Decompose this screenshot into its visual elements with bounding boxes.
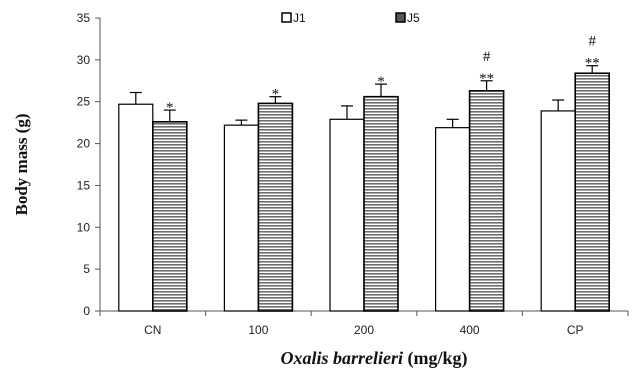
axes: 0 5 10 15 20 25 30 35 CN 100 200 400 CP [77, 11, 629, 337]
legend-label-j5: J5 [407, 11, 420, 25]
x-axis-label-units: (mg/kg) [403, 348, 468, 369]
y-tick-label: 15 [77, 178, 91, 192]
x-axis-label-italic: Oxalis barrelieri [280, 348, 403, 368]
bar-j1 [329, 118, 365, 312]
y-tick-label: 35 [77, 11, 91, 25]
bar-j5 [257, 102, 294, 312]
bar-j5 [152, 121, 188, 312]
y-axis-label: Body mass (g) [12, 113, 31, 215]
labels: *** **# **#Body mass (g)Oxalis barrelieri … [12, 34, 600, 369]
y-tick-label: 20 [77, 137, 91, 151]
x-tick-label: 200 [354, 323, 374, 337]
significance-label: * [166, 100, 174, 116]
x-axis-label: Oxalis barrelieri (mg/kg) [280, 348, 467, 369]
bar-j1 [223, 124, 259, 312]
x-tick-label: CN [144, 323, 161, 337]
y-tick-label: 30 [77, 53, 91, 67]
bar-j5 [468, 90, 505, 312]
bars [118, 65, 611, 312]
x-tick-label: 100 [248, 323, 268, 337]
legend-swatch-j5 [395, 12, 406, 23]
legend-label-j1: J1 [293, 11, 306, 25]
significance-label: # [483, 49, 491, 65]
bar-j1 [118, 103, 154, 312]
significance-label: ** [479, 71, 494, 87]
x-tick-label: 400 [460, 323, 480, 337]
bar-j5 [363, 95, 399, 312]
legend: J1 J5 [281, 11, 420, 25]
y-tick-label: 5 [83, 262, 90, 276]
bar-j1 [540, 110, 576, 312]
x-tick-label: CP [567, 323, 584, 337]
significance-label: * [377, 74, 385, 90]
significance-label: * [272, 87, 280, 103]
y-tick-label: 10 [77, 220, 91, 234]
significance-label: # [588, 34, 596, 50]
significance-label: ** [585, 56, 600, 72]
y-tick-label: 25 [77, 95, 91, 109]
bar-j1 [435, 127, 471, 312]
y-tick-label: 0 [83, 304, 90, 318]
legend-swatch-j1 [281, 12, 292, 23]
bar-j5 [574, 72, 611, 312]
